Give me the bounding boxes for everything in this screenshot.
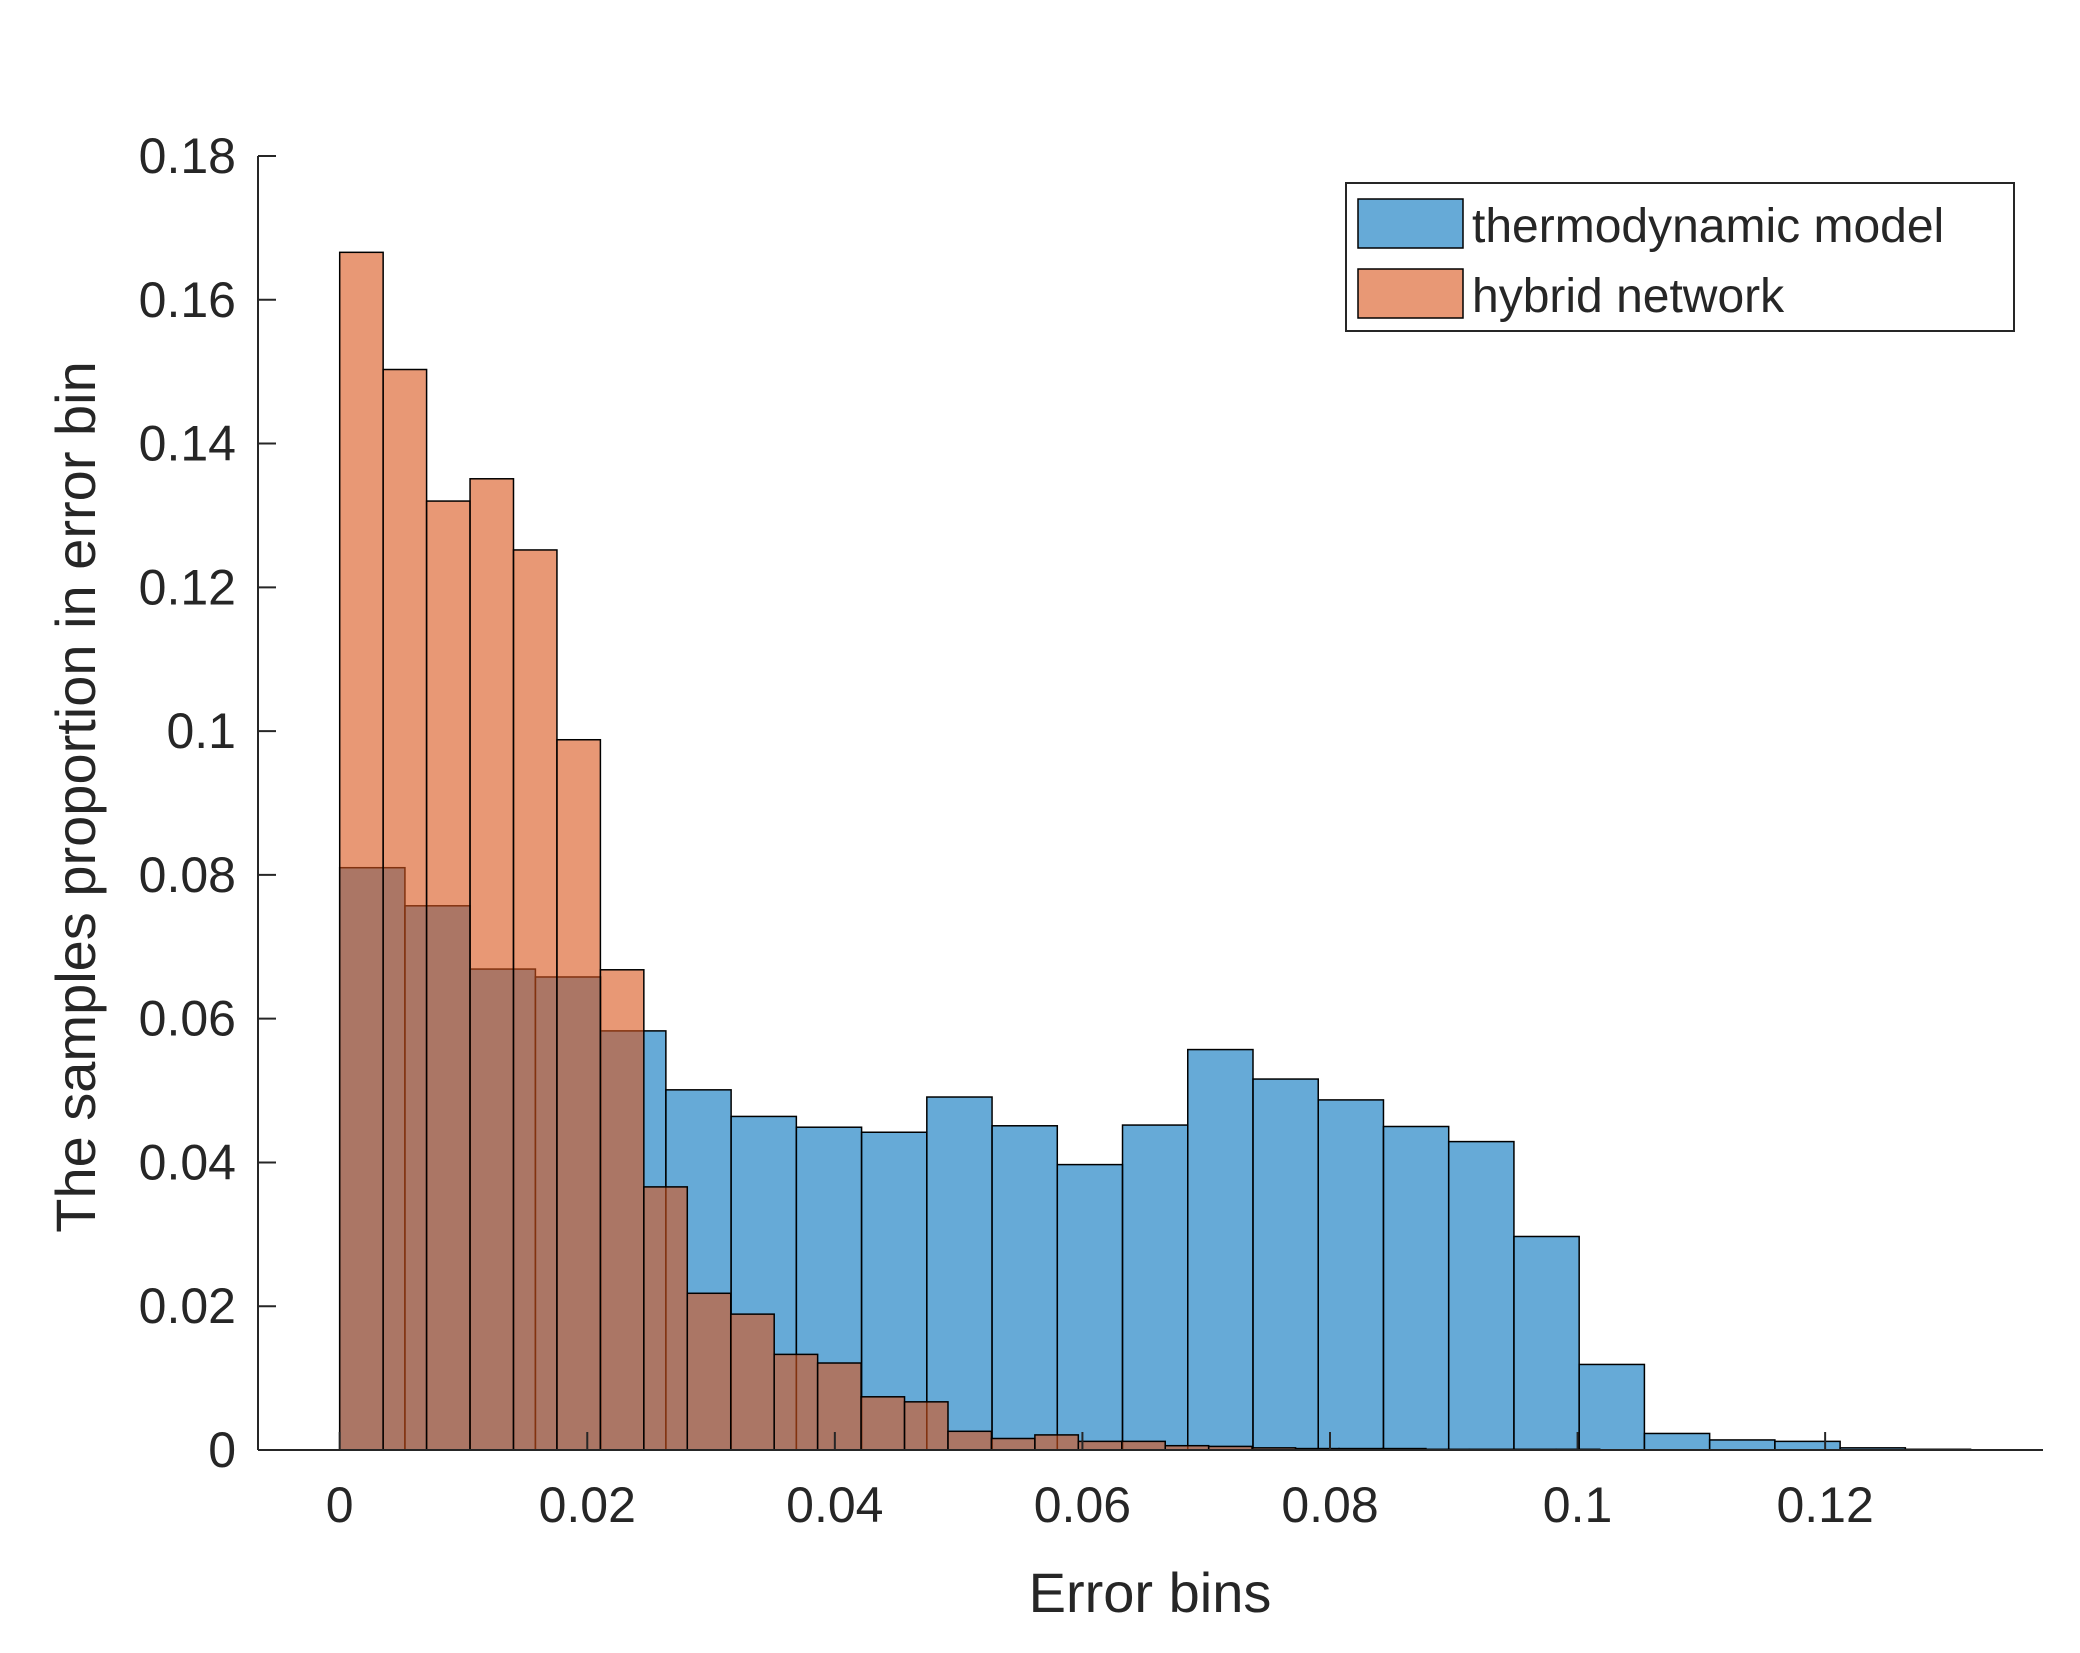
y-ticks: 0 0.02 0.04 0.06 0.08 0.1 0.12 0.14 0.16 0.18 — [139, 128, 276, 1478]
bar-thermodynamic-model-10 — [991, 1125, 1059, 1451]
bar-hybrid-network-14 — [947, 1430, 993, 1451]
legend: thermodynamic model hybrid network — [1345, 182, 2015, 332]
bar-hybrid-network-8 — [686, 1292, 732, 1451]
bar-hybrid-network-7 — [643, 1186, 689, 1451]
bar-thermodynamic-model-20 — [1643, 1432, 1711, 1451]
bars-layer — [338, 251, 1972, 1451]
bar-hybrid-network-0 — [338, 251, 384, 1451]
bar-thermodynamic-model-18 — [1513, 1235, 1580, 1451]
axes — [257, 156, 2043, 1451]
x-axis-label: Error bins — [1029, 1561, 1272, 1624]
x-tick-label: 0.06 — [1034, 1477, 1131, 1533]
y-tick-label: 0 — [208, 1422, 236, 1478]
x-tick-label: 0.1 — [1543, 1477, 1613, 1533]
bar-hybrid-network-10 — [773, 1353, 819, 1451]
bar-hybrid-network-13 — [903, 1401, 949, 1451]
x-ticks: 0 0.02 0.04 0.06 0.08 0.1 0.12 — [326, 1432, 1874, 1533]
bar-hybrid-network-9 — [729, 1313, 775, 1451]
y-tick-label: 0.02 — [139, 1278, 236, 1334]
x-tick-label: 0.12 — [1776, 1477, 1873, 1533]
bar-hybrid-network-3 — [469, 478, 515, 1451]
bar-hybrid-network-6 — [599, 969, 645, 1451]
bar-hybrid-network-2 — [425, 500, 471, 1451]
legend-label-hybrid-network: hybrid network — [1472, 270, 1785, 323]
y-tick-label: 0.06 — [139, 991, 236, 1047]
bar-thermodynamic-model-17 — [1447, 1140, 1515, 1451]
bar-hybrid-network-17 — [1077, 1440, 1123, 1451]
bar-hybrid-network-12 — [860, 1396, 906, 1451]
y-tick-label: 0.04 — [139, 1134, 236, 1190]
bar-thermodynamic-model-9 — [926, 1096, 993, 1451]
bar-thermodynamic-model-21 — [1708, 1439, 1776, 1451]
x-tick-label: 0.08 — [1281, 1477, 1378, 1533]
legend-swatch-thermodynamic-model — [1357, 198, 1464, 249]
bar-thermodynamic-model-12 — [1121, 1124, 1189, 1451]
y-tick-label: 0.14 — [139, 416, 236, 472]
y-tick-label: 0.18 — [139, 128, 236, 184]
y-tick-label: 0.1 — [166, 703, 236, 759]
legend-swatch-hybrid-network — [1357, 268, 1464, 319]
bar-hybrid-network-15 — [990, 1437, 1036, 1451]
y-tick-label: 0.08 — [139, 847, 236, 903]
legend-label-thermodynamic-model: thermodynamic model — [1472, 200, 1944, 253]
y-tick-label: 0.12 — [139, 559, 236, 615]
x-tick-label: 0.02 — [539, 1477, 636, 1533]
x-tick-label: 0 — [326, 1477, 354, 1533]
bar-hybrid-network-1 — [382, 368, 428, 1451]
bar-hybrid-network-11 — [816, 1362, 862, 1451]
x-tick-label: 0.04 — [786, 1477, 883, 1533]
bar-thermodynamic-model-13 — [1187, 1048, 1254, 1451]
bar-hybrid-network-5 — [556, 738, 602, 1451]
bar-hybrid-network-4 — [512, 549, 558, 1451]
bar-thermodynamic-model-19 — [1578, 1363, 1646, 1451]
bar-thermodynamic-model-11 — [1056, 1163, 1124, 1451]
bar-thermodynamic-model-15 — [1317, 1099, 1385, 1451]
bar-hybrid-network-18 — [1121, 1440, 1166, 1451]
bar-thermodynamic-model-16 — [1382, 1125, 1450, 1451]
bar-thermodynamic-model-14 — [1252, 1078, 1319, 1451]
bar-hybrid-network-16 — [1034, 1434, 1080, 1451]
bar-thermodynamic-model-22 — [1774, 1440, 1841, 1451]
y-axis-label: The samples proportion in error bin — [44, 361, 107, 1233]
y-tick-label: 0.16 — [139, 272, 236, 328]
